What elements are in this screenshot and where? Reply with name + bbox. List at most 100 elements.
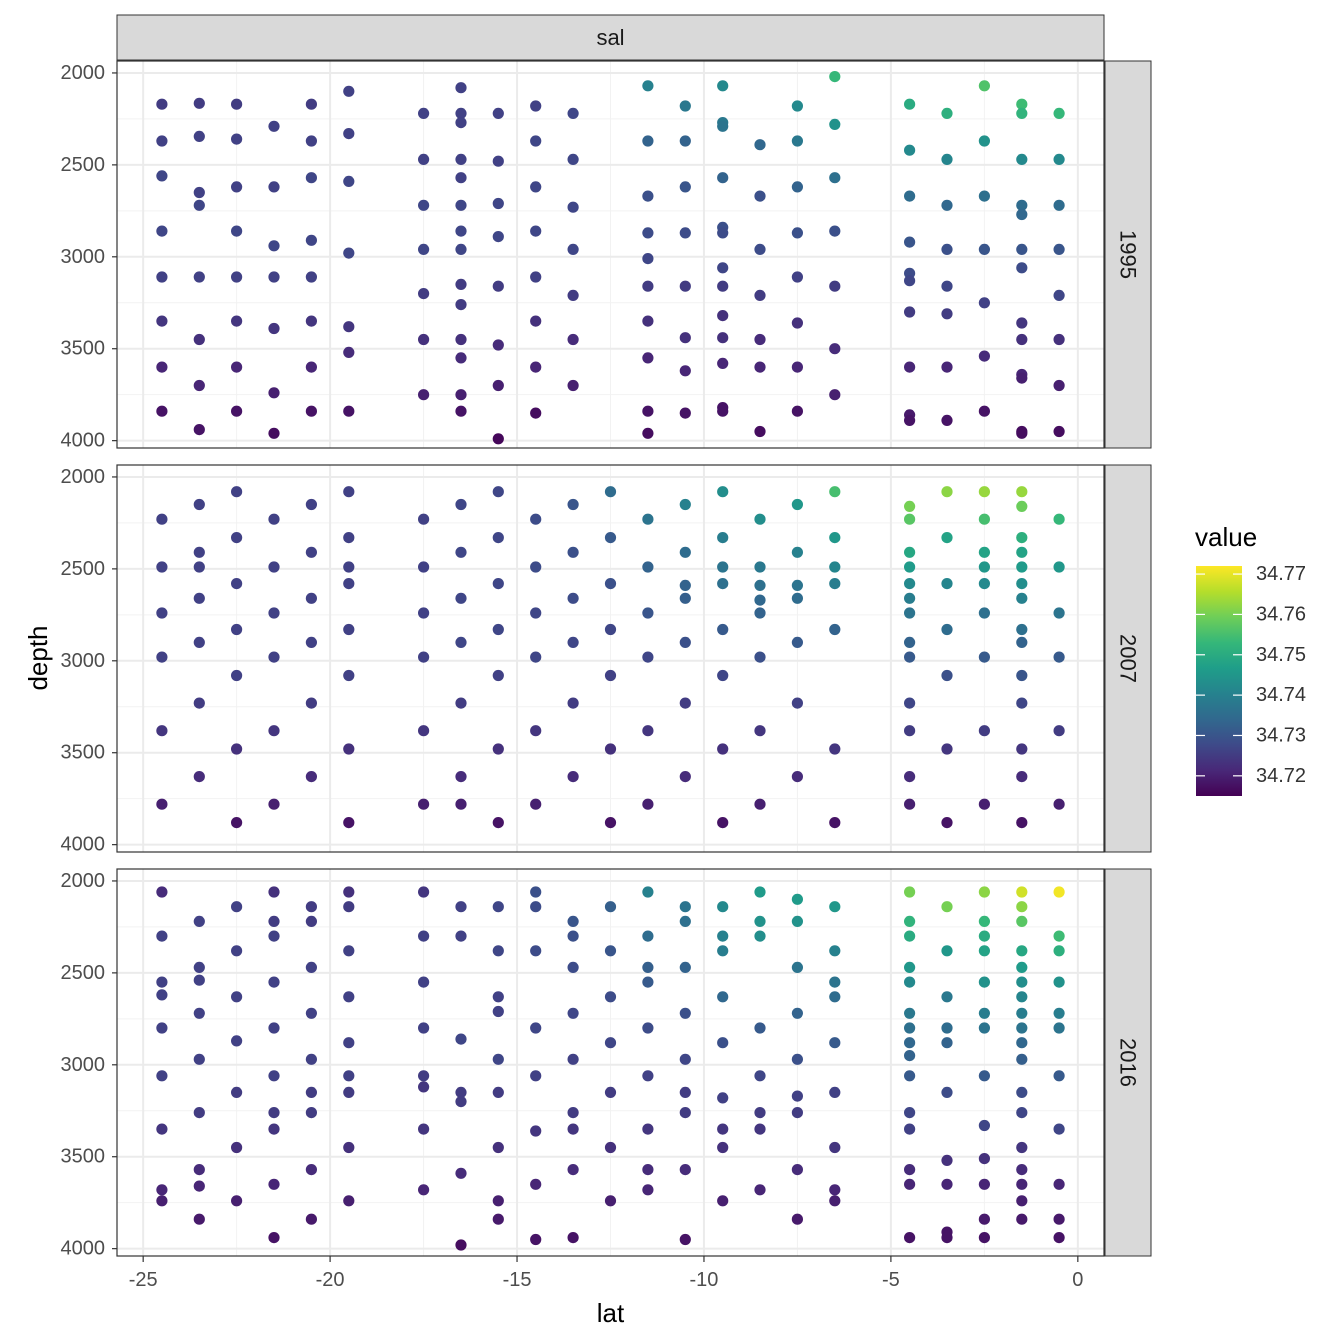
data-point bbox=[642, 280, 654, 292]
data-point bbox=[418, 886, 430, 898]
data-point bbox=[305, 697, 317, 709]
legend-label: 34.74 bbox=[1256, 684, 1306, 706]
data-point bbox=[343, 945, 355, 957]
data-point bbox=[717, 405, 729, 417]
data-point bbox=[231, 945, 243, 957]
data-point bbox=[305, 1053, 317, 1065]
data-point bbox=[305, 1213, 317, 1225]
data-point bbox=[305, 1164, 317, 1176]
data-point bbox=[1016, 1022, 1028, 1034]
data-point bbox=[231, 361, 243, 373]
data-point bbox=[754, 725, 766, 737]
legend-colorbar bbox=[1196, 566, 1242, 796]
data-point bbox=[978, 80, 991, 92]
legend-label: 34.75 bbox=[1256, 644, 1306, 666]
data-point bbox=[567, 1107, 579, 1119]
data-point bbox=[156, 405, 168, 417]
data-point bbox=[1053, 945, 1065, 957]
data-point bbox=[455, 498, 467, 511]
y-tick-label: 3000 bbox=[61, 246, 106, 268]
data-point bbox=[492, 197, 504, 210]
data-point bbox=[904, 592, 916, 604]
data-point bbox=[978, 1007, 991, 1019]
data-point bbox=[492, 280, 504, 292]
data-point bbox=[193, 1164, 205, 1176]
data-point bbox=[1016, 991, 1028, 1003]
data-point bbox=[492, 339, 504, 351]
data-point bbox=[418, 389, 430, 401]
data-point bbox=[492, 1141, 504, 1154]
data-point bbox=[193, 636, 205, 649]
data-point bbox=[156, 798, 168, 810]
data-point bbox=[1053, 379, 1065, 392]
data-point bbox=[1016, 107, 1028, 119]
data-point bbox=[791, 915, 804, 928]
data-point bbox=[530, 407, 542, 419]
data-point bbox=[305, 172, 317, 184]
legend-label: 34.76 bbox=[1256, 603, 1306, 625]
data-point bbox=[343, 486, 355, 498]
data-point bbox=[904, 1164, 916, 1176]
data-point bbox=[642, 976, 654, 988]
data-point bbox=[343, 321, 355, 333]
data-point bbox=[791, 498, 804, 511]
data-point bbox=[1016, 1213, 1028, 1225]
data-point bbox=[492, 486, 504, 498]
data-point bbox=[567, 243, 579, 255]
data-point bbox=[642, 513, 654, 525]
data-point bbox=[343, 346, 355, 358]
data-point bbox=[193, 97, 205, 109]
data-point bbox=[193, 1053, 205, 1065]
data-point bbox=[717, 991, 729, 1003]
data-point bbox=[1016, 945, 1028, 957]
data-point bbox=[754, 333, 766, 346]
data-point bbox=[455, 82, 467, 94]
data-point bbox=[679, 1086, 691, 1098]
data-point bbox=[193, 1180, 205, 1192]
data-point bbox=[193, 592, 205, 604]
data-point bbox=[268, 1178, 280, 1190]
legend-label: 34.73 bbox=[1256, 724, 1306, 746]
data-point bbox=[642, 725, 654, 737]
y-tick-label: 3000 bbox=[61, 1054, 106, 1076]
data-point bbox=[791, 405, 804, 417]
data-point bbox=[567, 1007, 579, 1019]
data-point bbox=[343, 532, 355, 544]
data-point bbox=[343, 886, 355, 898]
row-strip-label: 2007 bbox=[1116, 634, 1141, 683]
data-point bbox=[791, 636, 804, 649]
data-point bbox=[717, 532, 729, 544]
data-point bbox=[829, 901, 841, 913]
data-point bbox=[530, 1022, 542, 1034]
data-point bbox=[904, 771, 916, 783]
data-point bbox=[567, 915, 579, 928]
data-point bbox=[530, 886, 542, 898]
data-point bbox=[418, 1070, 430, 1082]
data-point bbox=[717, 310, 729, 322]
data-point bbox=[530, 225, 542, 237]
data-point bbox=[604, 901, 617, 913]
data-point bbox=[904, 915, 916, 928]
data-point bbox=[455, 546, 467, 558]
data-point bbox=[492, 1005, 504, 1018]
data-point bbox=[455, 333, 467, 346]
data-point bbox=[642, 1123, 654, 1135]
data-point bbox=[978, 886, 991, 898]
data-point bbox=[231, 817, 243, 829]
data-point bbox=[978, 945, 991, 957]
y-tick-label: 2000 bbox=[61, 466, 106, 488]
data-point bbox=[530, 361, 542, 373]
data-point bbox=[492, 433, 504, 445]
data-point bbox=[978, 651, 991, 663]
data-point bbox=[829, 623, 841, 636]
data-point bbox=[1016, 1141, 1028, 1154]
data-point bbox=[978, 930, 991, 942]
x-tick-label: -25 bbox=[129, 1269, 158, 1291]
data-point bbox=[978, 1213, 991, 1225]
data-point bbox=[193, 130, 205, 142]
data-point bbox=[829, 118, 841, 130]
x-tick-label: 0 bbox=[1072, 1269, 1083, 1291]
data-point bbox=[642, 930, 654, 942]
data-point bbox=[156, 930, 168, 942]
data-point bbox=[268, 651, 280, 663]
